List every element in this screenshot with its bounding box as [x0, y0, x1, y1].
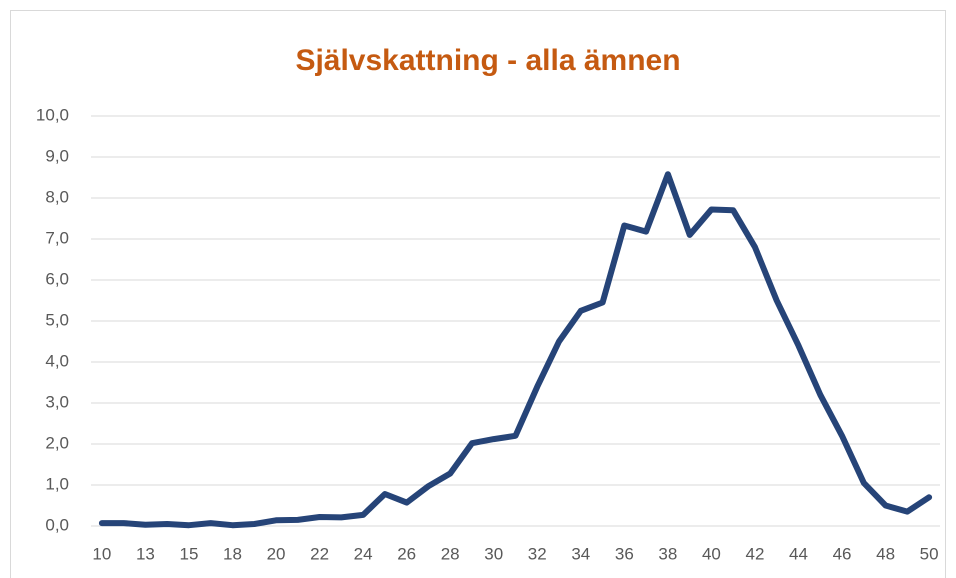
- x-tick-label: 20: [267, 544, 286, 563]
- line-series: [98, 171, 933, 529]
- x-tick-label: 15: [180, 544, 199, 563]
- x-tick-label: 24: [354, 544, 373, 563]
- y-tick-label: 10,0: [36, 105, 69, 124]
- y-tick-label: 5,0: [45, 310, 69, 329]
- x-tick-label: 13: [136, 544, 155, 563]
- x-tick-label: 26: [397, 544, 416, 563]
- y-tick-label: 1,0: [45, 474, 69, 493]
- y-tick-label: 9,0: [45, 146, 69, 165]
- x-tick-label: 42: [746, 544, 765, 563]
- x-tick-label: 30: [484, 544, 503, 563]
- x-tick-label: 36: [615, 544, 634, 563]
- x-tick-label: 18: [223, 544, 242, 563]
- y-tick-label: 4,0: [45, 351, 69, 370]
- y-tick-label: 2,0: [45, 433, 69, 452]
- x-tick-label: 32: [528, 544, 547, 563]
- y-tick-label: 3,0: [45, 392, 69, 411]
- x-tick-label: 34: [571, 544, 590, 563]
- chart-border: [10, 10, 946, 578]
- x-tick-label: 46: [833, 544, 852, 563]
- y-tick-label: 6,0: [45, 269, 69, 288]
- x-tick-label: 40: [702, 544, 721, 563]
- x-tick-label: 50: [920, 544, 939, 563]
- y-tick-label: 7,0: [45, 228, 69, 247]
- x-tick-label: 28: [441, 544, 460, 563]
- x-tick-label: 44: [789, 544, 808, 563]
- y-tick-label: 8,0: [45, 187, 69, 206]
- x-tick-label: 38: [658, 544, 677, 563]
- x-tick-label: 10: [92, 544, 111, 563]
- x-tick-label: 48: [876, 544, 895, 563]
- chart-title: Självskattning - alla ämnen: [295, 44, 680, 77]
- x-tick-label: 22: [310, 544, 329, 563]
- y-tick-label: 0,0: [45, 515, 69, 534]
